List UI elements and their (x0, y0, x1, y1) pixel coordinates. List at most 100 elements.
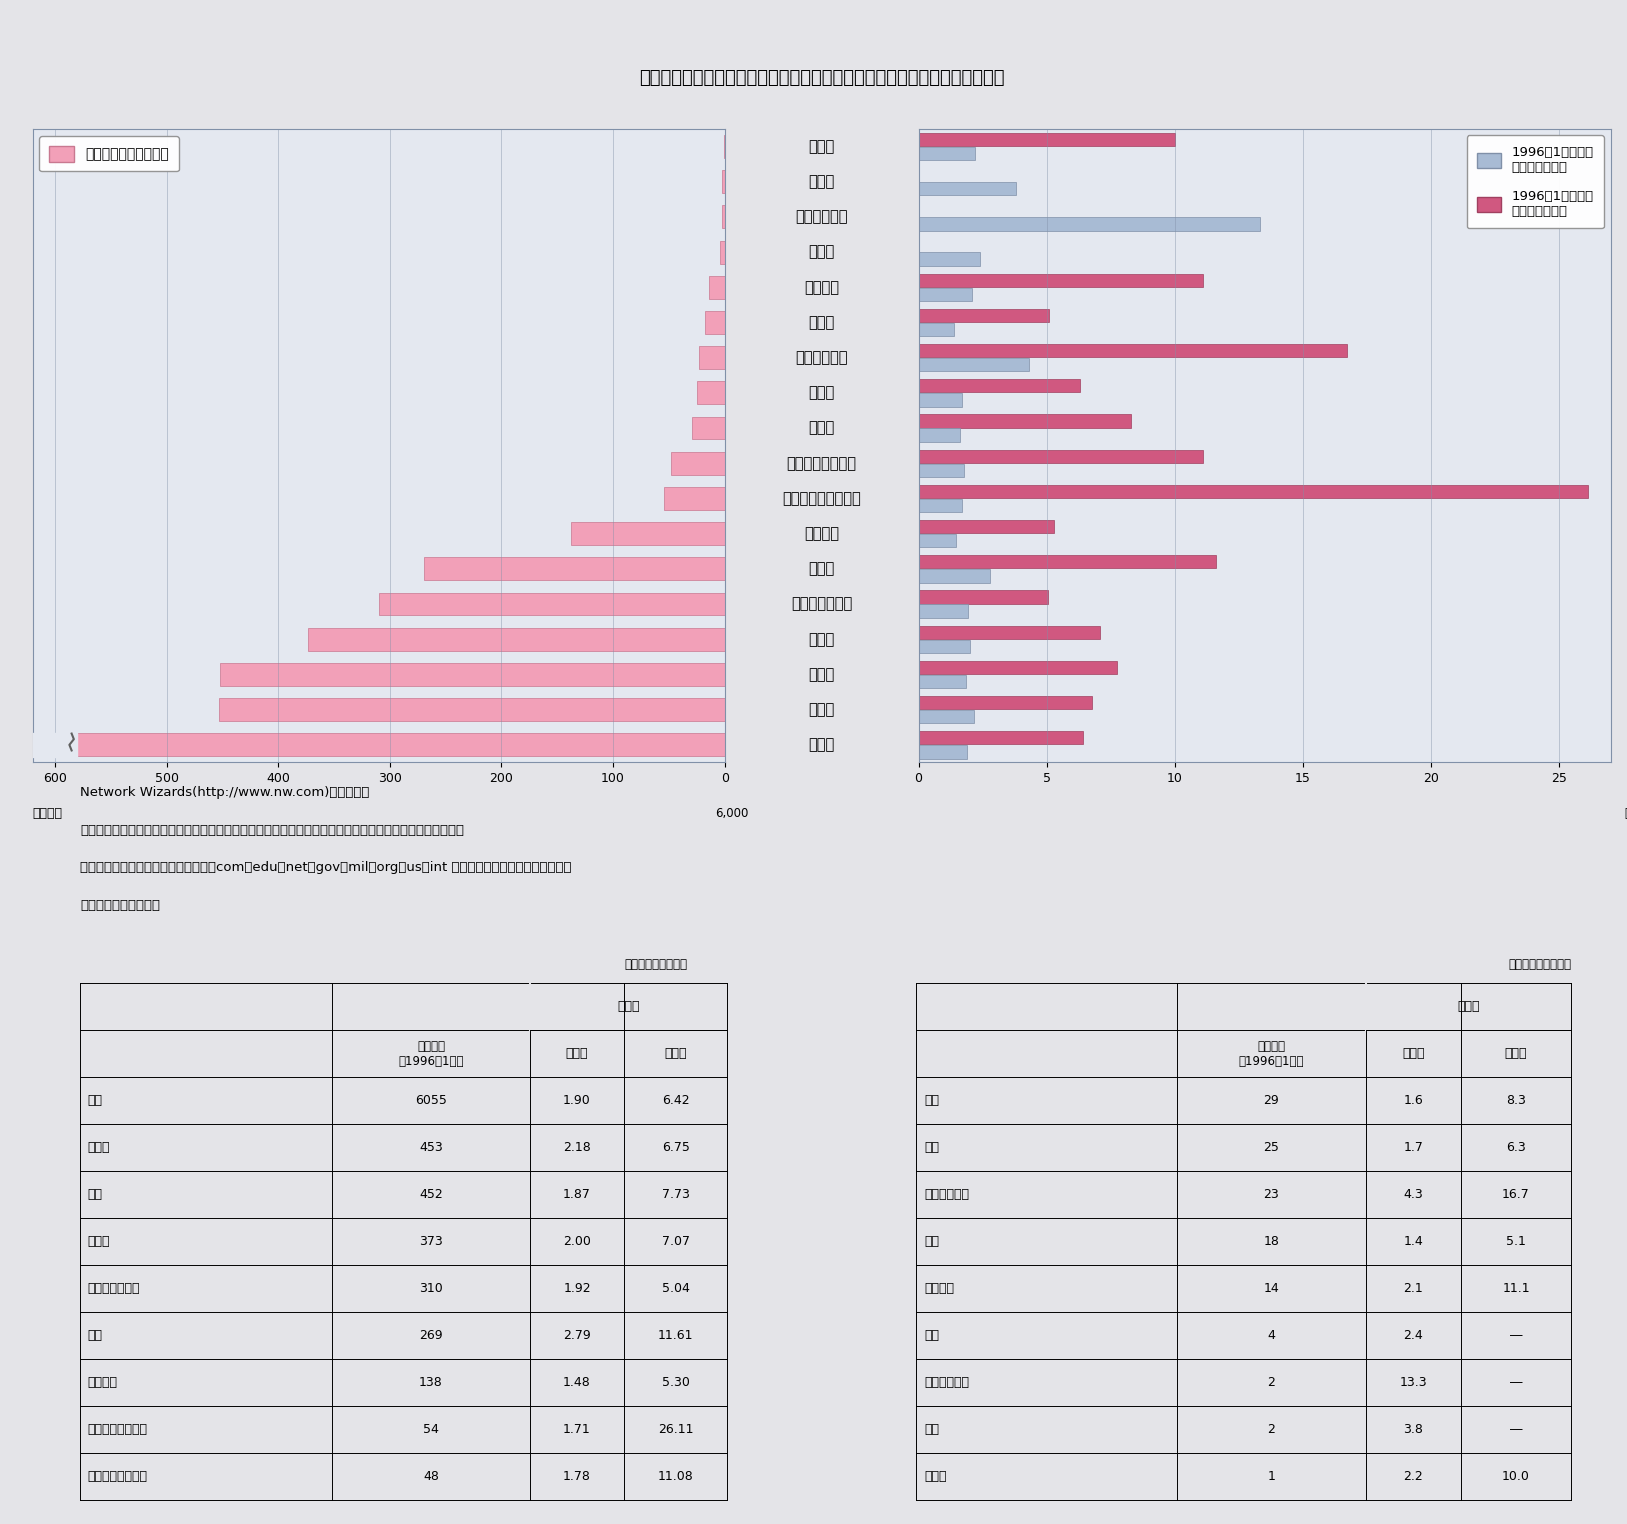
Text: 3.8: 3.8 (1404, 1423, 1424, 1437)
Text: ドイツ: ドイツ (809, 703, 835, 718)
Bar (919, 555, 1215, 568)
Text: ドイツ: ドイツ (88, 1141, 111, 1154)
Text: フランス: フランス (88, 1376, 117, 1390)
Text: 138: 138 (420, 1376, 443, 1390)
Text: フランス: フランス (804, 526, 840, 541)
Text: 1.48: 1.48 (563, 1376, 591, 1390)
Text: 香　港: 香 港 (809, 315, 835, 331)
Text: 日本: 日本 (88, 1329, 103, 1343)
Text: インドネシア: インドネシア (924, 1376, 970, 1390)
Bar (919, 218, 1259, 230)
Bar (919, 323, 955, 337)
Bar (722, 171, 724, 194)
Text: 台湾: 台湾 (924, 1141, 939, 1154)
Text: 6055: 6055 (415, 1094, 447, 1106)
Bar (919, 344, 1347, 357)
Text: 23: 23 (1264, 1189, 1279, 1201)
Text: （単位：千台、倍）: （単位：千台、倍） (1508, 959, 1572, 971)
Text: 米　国: 米 国 (809, 738, 835, 753)
Text: 1.4: 1.4 (1404, 1236, 1424, 1248)
Bar (672, 451, 724, 474)
Text: 269: 269 (420, 1329, 443, 1343)
Bar (919, 732, 1084, 744)
Bar (308, 628, 724, 651)
Bar (919, 625, 1100, 639)
Text: 2.4: 2.4 (1404, 1329, 1424, 1343)
Text: 2: 2 (1267, 1376, 1276, 1390)
Text: 2.1: 2.1 (1404, 1282, 1424, 1295)
Text: ―: ― (1510, 1329, 1523, 1343)
Text: タイ: タイ (924, 1329, 939, 1343)
Bar (919, 181, 1015, 195)
Text: シンガポール: シンガポール (796, 351, 848, 366)
Text: このうち米国は、ドメイン名がcom、edu、net、gov、mil、org、us、int で分類されるホストコンピュータ: このうち米国は、ドメイン名がcom、edu、net、gov、mil、org、us… (80, 861, 571, 875)
Text: シンガポール: シンガポール (924, 1189, 970, 1201)
Text: 14: 14 (1264, 1282, 1279, 1295)
Bar (919, 309, 1049, 322)
Bar (919, 640, 970, 652)
Bar (919, 485, 1588, 498)
Text: オーストラリア: オーストラリア (791, 596, 853, 611)
Text: 10.0: 10.0 (1502, 1471, 1529, 1483)
Text: 5.30: 5.30 (662, 1376, 690, 1390)
Text: ホスト数
（1996年1月）: ホスト数 （1996年1月） (1238, 1039, 1305, 1068)
Text: 2.18: 2.18 (563, 1141, 591, 1154)
Bar (919, 533, 957, 547)
Text: 11.61: 11.61 (657, 1329, 693, 1343)
Bar (67, 733, 724, 756)
Bar (919, 745, 966, 759)
Bar (919, 675, 966, 689)
Text: ホスト数
（1996年1月）: ホスト数 （1996年1月） (399, 1039, 464, 1068)
Text: 4.3: 4.3 (1404, 1189, 1424, 1201)
Text: ニュー・ジーランド: ニュー・ジーランド (783, 491, 861, 506)
Text: ３年間: ３年間 (1505, 1047, 1528, 1061)
Text: 29: 29 (1264, 1094, 1279, 1106)
Text: 韓　国: 韓 国 (809, 421, 835, 436)
Bar (664, 488, 724, 511)
Text: １年間: １年間 (566, 1047, 589, 1061)
Bar (379, 593, 724, 616)
Bar (919, 498, 963, 512)
Bar (919, 520, 1054, 533)
Text: 台　湾: 台 湾 (809, 386, 835, 401)
Bar (919, 696, 1092, 709)
Bar (919, 450, 1202, 463)
Text: 48: 48 (423, 1471, 439, 1483)
Text: ニュージーランド: ニュージーランド (88, 1423, 148, 1437)
Bar (919, 568, 991, 582)
Bar (709, 276, 724, 299)
Text: 1: 1 (1267, 1471, 1276, 1483)
Text: インドネシア: インドネシア (796, 209, 848, 224)
Text: メキシコ: メキシコ (804, 280, 840, 294)
Bar (919, 661, 1116, 674)
Text: カナダ: カナダ (88, 1236, 111, 1248)
Text: 1.92: 1.92 (563, 1282, 591, 1295)
Text: 373: 373 (420, 1236, 443, 1248)
Text: 1.7: 1.7 (1404, 1141, 1424, 1154)
Text: 南アフリカ共和国: 南アフリカ共和国 (786, 456, 857, 471)
Bar (919, 393, 962, 407)
Text: 日　本: 日 本 (809, 561, 835, 576)
Text: カナダ: カナダ (809, 632, 835, 646)
Text: （単位：千台、倍）: （単位：千台、倍） (625, 959, 688, 971)
Text: 7.73: 7.73 (662, 1189, 690, 1201)
Bar (220, 663, 724, 686)
Text: 7.07: 7.07 (662, 1236, 690, 1248)
Text: 310: 310 (420, 1282, 443, 1295)
Text: 1.87: 1.87 (563, 1189, 591, 1201)
Text: 香港: 香港 (924, 1236, 939, 1248)
Text: 8.3: 8.3 (1507, 1094, 1526, 1106)
Text: 16.7: 16.7 (1502, 1189, 1529, 1201)
Text: 成長率: 成長率 (617, 1000, 639, 1013)
Text: 4: 4 (1267, 1329, 1276, 1343)
Bar (919, 415, 1131, 428)
Text: 米国: 米国 (88, 1094, 103, 1106)
Bar (722, 206, 724, 229)
Legend: 1996年1月までの
１年間の成長率, 1996年1月までの
３年間の成長率: 1996年1月までの １年間の成長率, 1996年1月までの ３年間の成長率 (1466, 136, 1604, 229)
Bar (919, 146, 975, 160)
Text: ―: ― (1510, 1423, 1523, 1437)
Bar (919, 253, 979, 265)
Bar (919, 379, 1080, 393)
Text: 2: 2 (1267, 1423, 1276, 1437)
Text: 韓国: 韓国 (924, 1094, 939, 1106)
